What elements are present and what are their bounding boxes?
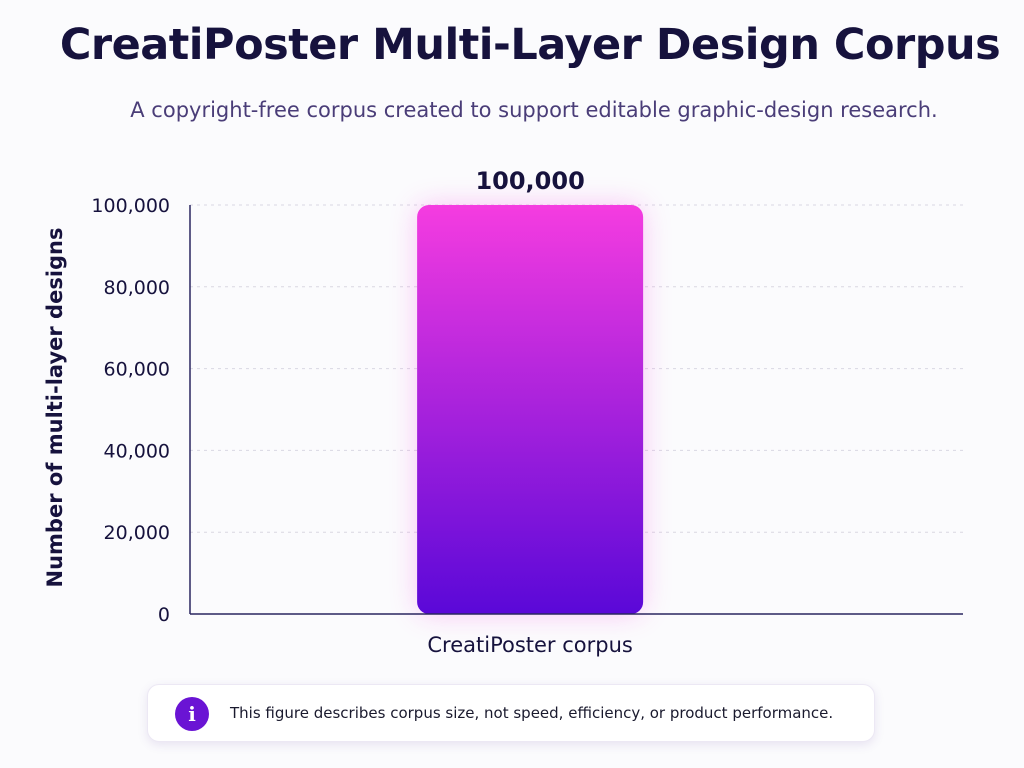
chart-title: CreatiPoster Multi-Layer Design Corpus <box>59 20 1001 70</box>
y-tick-label: 60,000 <box>104 359 170 381</box>
bar-value-label: 100,000 <box>475 167 584 195</box>
bars <box>417 205 644 614</box>
labels: 0 20,000 40,000 60,000 80,000 100,000 100,000 C… <box>43 167 633 657</box>
x-tick-label: CreatiPoster corpus <box>427 633 632 657</box>
info-icon: i <box>175 697 209 731</box>
info-note: i This figure describes corpus size, not… <box>147 684 875 742</box>
axes <box>189 205 963 615</box>
y-tick-label: 100,000 <box>91 195 170 217</box>
y-tick-label: 40,000 <box>104 440 170 462</box>
y-tick-label: 80,000 <box>104 277 170 299</box>
chart-subtitle: A copyright-free corpus created to suppo… <box>130 98 938 122</box>
bar <box>417 205 644 614</box>
info-note-text: This figure describes corpus size, not s… <box>230 704 834 722</box>
y-tick-label: 20,000 <box>104 522 170 544</box>
y-tick-label: 0 <box>158 604 170 626</box>
y-axis-label: Number of multi-layer designs <box>43 228 67 588</box>
bar-chart: 0 20,000 40,000 60,000 80,000 100,000 100,000 C… <box>43 167 963 657</box>
